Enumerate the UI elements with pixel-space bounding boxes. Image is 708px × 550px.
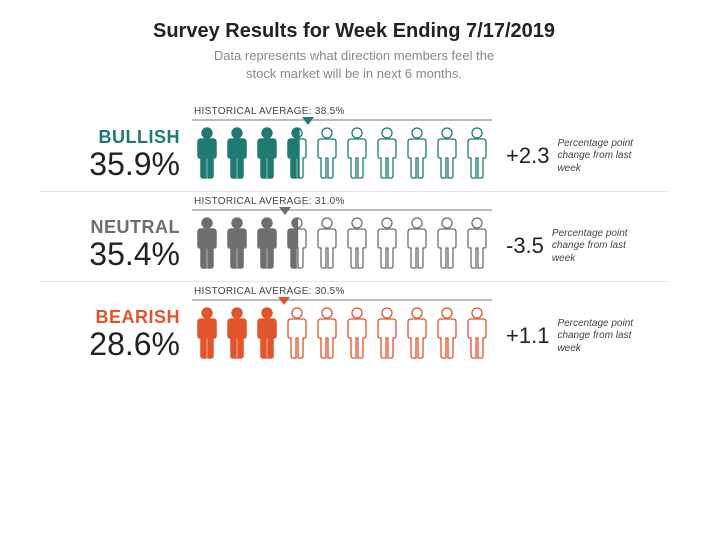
delta-value: +1.1 xyxy=(506,323,549,349)
subtitle-line-2: stock market will be in next 6 months. xyxy=(246,66,462,81)
historical-average-label: HISTORICAL AVERAGE: 30.5% xyxy=(192,286,492,297)
person-icon xyxy=(462,305,492,361)
person-icon xyxy=(192,215,222,271)
person-icon xyxy=(252,215,282,271)
person-icon xyxy=(342,125,372,181)
person-icon xyxy=(402,305,432,361)
person-icon xyxy=(222,305,252,361)
historical-average-label: HISTORICAL AVERAGE: 31.0% xyxy=(192,196,492,207)
historical-marker-icon xyxy=(302,117,314,125)
historical-bar xyxy=(192,299,492,301)
sentiment-value: 28.6% xyxy=(40,328,180,362)
person-icon xyxy=(222,215,252,271)
historical-marker-icon xyxy=(278,297,290,305)
sentiment-label: BULLISH xyxy=(40,127,180,148)
person-icon xyxy=(462,215,492,271)
delta-description: Percentage point change from last week xyxy=(552,228,642,266)
page-title: Survey Results for Week Ending 7/17/2019 xyxy=(40,20,668,43)
delta-description: Percentage point change from last week xyxy=(557,318,647,356)
person-icon xyxy=(342,305,372,361)
historical-bar xyxy=(192,119,492,121)
person-icon xyxy=(312,215,342,271)
survey-infographic: Survey Results for Week Ending 7/17/2019… xyxy=(0,0,708,381)
person-icon xyxy=(342,215,372,271)
historical-bar xyxy=(192,209,492,211)
person-icon xyxy=(252,305,282,361)
person-icon xyxy=(282,125,312,181)
person-icon xyxy=(192,305,222,361)
sentiment-label: BEARISH xyxy=(40,307,180,328)
person-icon xyxy=(372,215,402,271)
subtitle-line-1: Data represents what direction members f… xyxy=(214,48,494,63)
person-icon xyxy=(432,125,462,181)
person-icon xyxy=(372,305,402,361)
historical-marker-icon xyxy=(279,207,291,215)
delta-value: +2.3 xyxy=(506,143,549,169)
person-icon xyxy=(312,125,342,181)
sentiment-row-bullish: BULLISH35.9% HISTORICAL AVERAGE: 38.5% xyxy=(40,102,668,181)
person-icon xyxy=(432,305,462,361)
historical-average-label: HISTORICAL AVERAGE: 38.5% xyxy=(192,106,492,117)
sentiment-value: 35.4% xyxy=(40,238,180,272)
people-figures xyxy=(192,305,492,361)
person-icon xyxy=(192,125,222,181)
person-icon xyxy=(432,215,462,271)
person-icon xyxy=(282,305,312,361)
person-icon xyxy=(402,215,432,271)
sentiment-label: NEUTRAL xyxy=(40,217,180,238)
sentiment-value: 35.9% xyxy=(40,148,180,182)
sentiment-row-bearish: BEARISH28.6% HISTORICAL AVERAGE: 30.5% xyxy=(40,281,668,361)
person-icon xyxy=(312,305,342,361)
person-icon xyxy=(282,215,312,271)
person-icon xyxy=(252,125,282,181)
person-icon xyxy=(402,125,432,181)
delta-value: -3.5 xyxy=(506,233,544,259)
delta-description: Percentage point change from last week xyxy=(557,138,647,176)
page-subtitle: Data represents what direction members f… xyxy=(40,47,668,82)
person-icon xyxy=(372,125,402,181)
sentiment-row-neutral: NEUTRAL35.4% HISTORICAL AVERAGE: 31.0% xyxy=(40,191,668,271)
people-figures xyxy=(192,215,492,271)
person-icon xyxy=(462,125,492,181)
person-icon xyxy=(222,125,252,181)
people-figures xyxy=(192,125,492,181)
